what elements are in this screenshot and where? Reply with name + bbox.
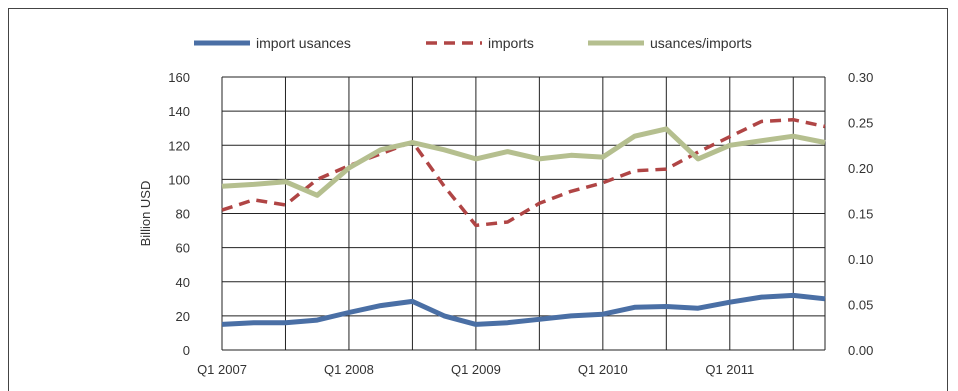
y2-tick-label: 0.30 [848, 70, 873, 85]
x-tick-label: Q1 2009 [451, 362, 501, 377]
x-tick-label: Q1 2008 [324, 362, 374, 377]
y-tick-label: 40 [176, 275, 190, 290]
legend-label: usances/imports [650, 35, 752, 51]
y-tick-label: 160 [168, 70, 190, 85]
y-tick-label: 0 [183, 343, 190, 358]
y-axis-title: Billion USD [138, 181, 153, 247]
axes: 0 20 40 60 80 100 120 140 160 0.00 0.05 0.10 0.15 0.2… [138, 70, 873, 377]
gridlines [221, 76, 826, 351]
series-line [221, 292, 826, 327]
y2-tick-label: 0.20 [848, 161, 873, 176]
chart-frame [8, 8, 948, 391]
legend-label: import usances [256, 35, 351, 51]
y2-tick-label: 0.15 [848, 207, 873, 222]
y-tick-label: 20 [176, 309, 190, 324]
series-line [221, 126, 826, 198]
y2-tick-label: 0.05 [848, 298, 873, 313]
y-tick-label: 140 [168, 104, 190, 119]
y-tick-label: 60 [176, 241, 190, 256]
legend-label: imports [488, 35, 534, 51]
y2-tick-label: 0.00 [848, 343, 873, 358]
y-tick-label: 100 [168, 172, 190, 187]
x-tick-label: Q1 2007 [197, 362, 247, 377]
y2-tick-label: 0.10 [848, 252, 873, 267]
x-tick-label: Q1 2011 [705, 362, 754, 377]
y-tick-label: 120 [168, 138, 190, 153]
x-tick-label: Q1 2010 [578, 362, 628, 377]
y2-tick-label: 0.25 [848, 116, 873, 131]
legend: import usances imports usances/imports [194, 35, 752, 51]
y-tick-label: 80 [176, 207, 190, 222]
series-lines [221, 117, 826, 327]
series-line [221, 117, 826, 228]
